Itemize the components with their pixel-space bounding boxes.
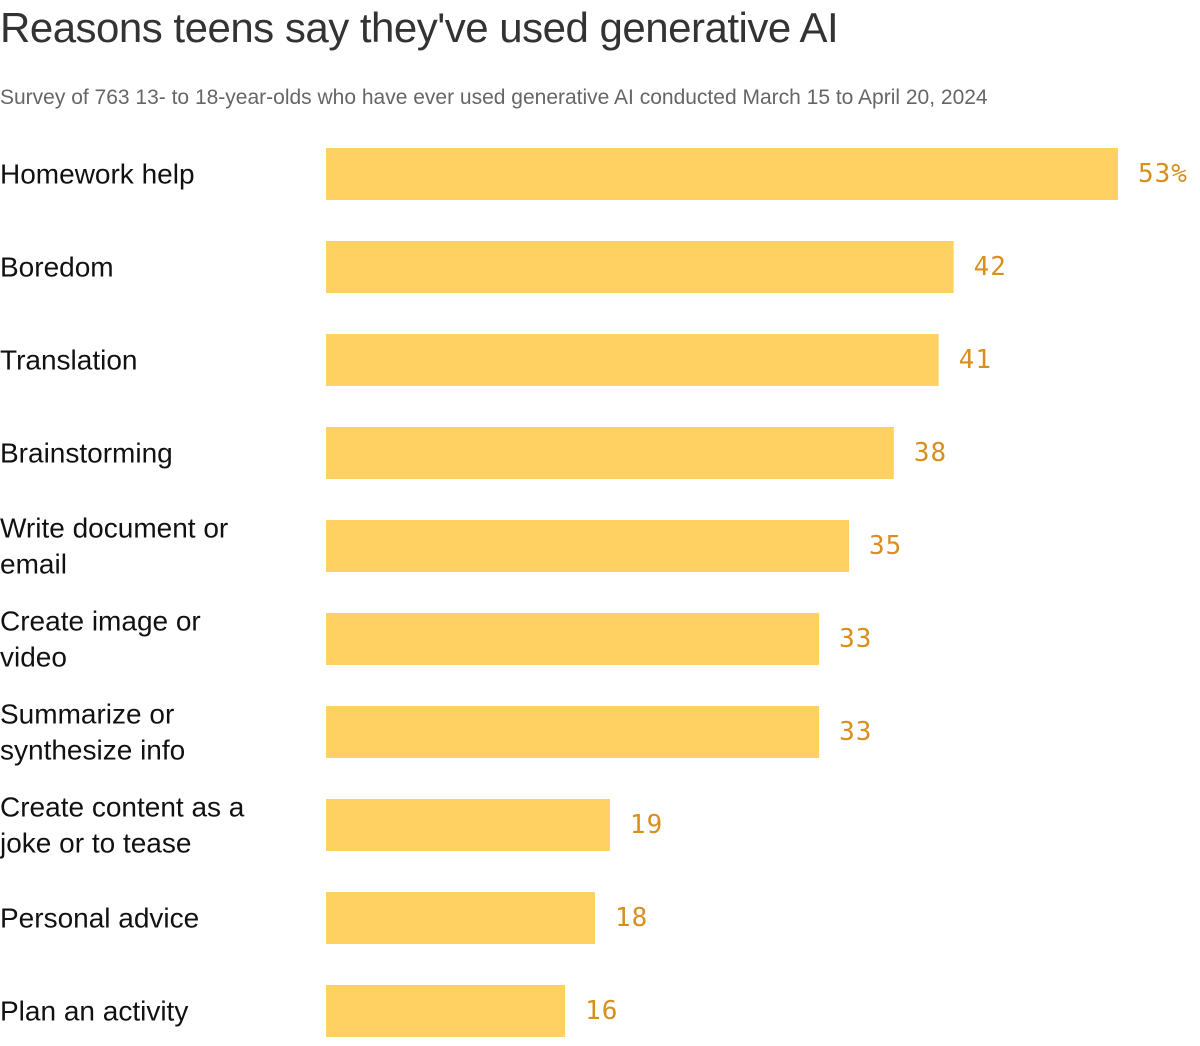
bar — [326, 892, 595, 944]
category-label: Translation — [0, 345, 137, 376]
bar — [326, 427, 894, 479]
category-label: Create content as a — [0, 792, 245, 823]
category-label: Create image or — [0, 606, 201, 637]
bar — [326, 985, 566, 1037]
value-label: 42 — [974, 252, 1007, 282]
category-label: Plan an activity — [0, 996, 188, 1027]
category-label: Boredom — [0, 252, 114, 283]
value-label: 19 — [630, 810, 663, 840]
bar — [326, 520, 850, 572]
bar — [326, 613, 820, 665]
category-label: Personal advice — [0, 903, 199, 934]
bar — [326, 334, 939, 386]
bar — [326, 241, 954, 293]
value-label: 33 — [839, 717, 872, 747]
value-label: 16 — [585, 996, 618, 1026]
category-label: synthesize info — [0, 735, 185, 766]
category-label: Brainstorming — [0, 438, 173, 469]
value-label: 35 — [869, 531, 902, 561]
value-label: 18 — [615, 903, 648, 933]
category-label: Homework help — [0, 159, 195, 190]
value-label: 33 — [839, 624, 872, 654]
category-label: joke or to tease — [0, 828, 191, 859]
category-label: email — [0, 549, 67, 580]
value-label: 38 — [914, 438, 947, 468]
category-label: Write document or — [0, 513, 228, 544]
category-label: Summarize or — [0, 699, 174, 730]
category-label: video — [0, 642, 67, 673]
bar — [326, 148, 1118, 200]
bar — [326, 706, 820, 758]
chart-title: Reasons teens say they've used generativ… — [0, 4, 839, 51]
chart-subtitle: Survey of 763 13- to 18-year-olds who ha… — [0, 86, 988, 109]
value-label: 53% — [1138, 159, 1188, 189]
bar — [326, 799, 610, 851]
value-label: 41 — [959, 345, 992, 375]
